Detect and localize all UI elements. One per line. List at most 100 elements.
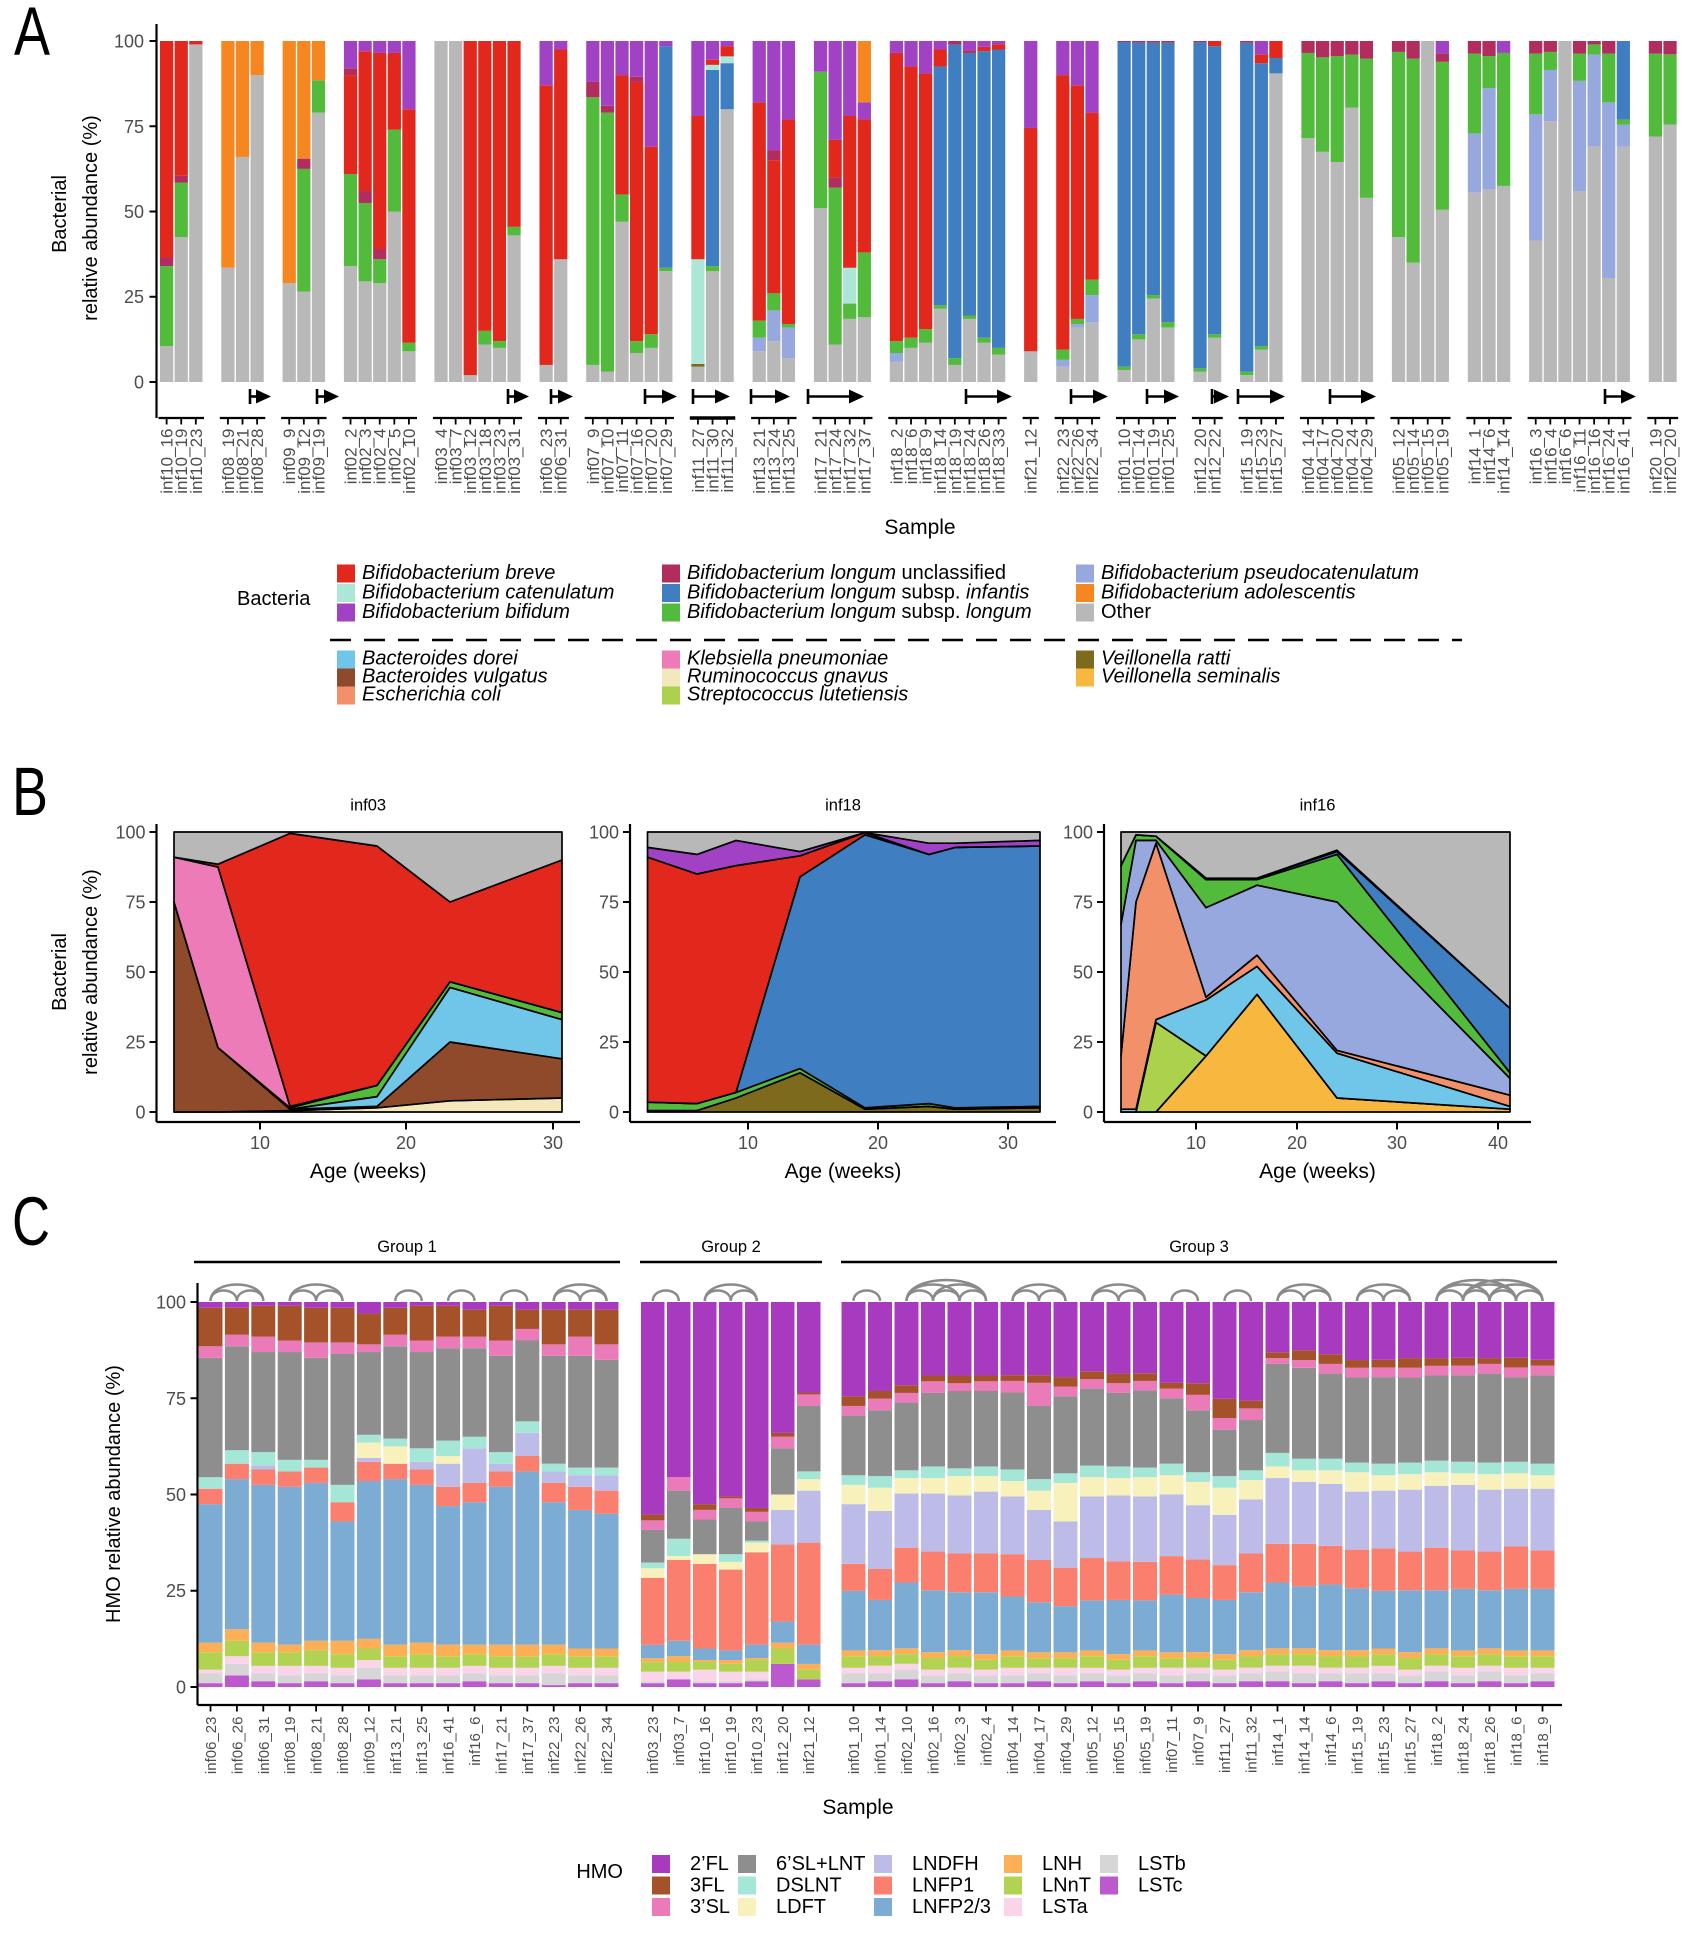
svg-text:Bifidobacterium longum subsp.: Bifidobacterium longum subsp. longum <box>687 601 1032 623</box>
svg-text:inf01_14: inf01_14 <box>873 1717 890 1775</box>
svg-text:inf20_19: inf20_19 <box>1646 429 1665 494</box>
svg-text:inf02_4: inf02_4 <box>371 429 390 485</box>
svg-text:inf04_14: inf04_14 <box>1005 1717 1022 1775</box>
svg-text:inf10_19: inf10_19 <box>723 1717 740 1775</box>
svg-text:LNH: LNH <box>1042 1853 1082 1875</box>
svg-text:inf13_25: inf13_25 <box>414 1717 431 1775</box>
svg-text:Escherichia coli: Escherichia coli <box>362 684 502 706</box>
svg-text:Group 1: Group 1 <box>377 1238 437 1256</box>
svg-text:inf17_37: inf17_37 <box>520 1717 537 1775</box>
svg-text:inf14_14: inf14_14 <box>1495 429 1514 494</box>
svg-text:inf02_4: inf02_4 <box>979 1717 996 1766</box>
svg-text:inf07_9: inf07_9 <box>584 429 603 485</box>
svg-text:inf22_23: inf22_23 <box>1054 429 1073 494</box>
svg-text:inf16_4: inf16_4 <box>1541 429 1560 485</box>
svg-text:Bifidobacterium pseudocatenula: Bifidobacterium pseudocatenulatum <box>1101 562 1419 584</box>
svg-text:Bacterial: Bacterial <box>49 933 71 1011</box>
svg-text:inf16: inf16 <box>1300 797 1336 815</box>
svg-text:inf18_2: inf18_2 <box>887 429 906 485</box>
svg-text:HMO: HMO <box>576 1861 623 1883</box>
svg-text:inf21_12: inf21_12 <box>1022 429 1041 494</box>
svg-text:inf03: inf03 <box>350 797 386 815</box>
svg-text:inf02_10: inf02_10 <box>899 1717 916 1775</box>
svg-text:inf02_3: inf02_3 <box>356 429 375 485</box>
svg-text:inf18_6: inf18_6 <box>902 429 921 485</box>
svg-text:inf20_20: inf20_20 <box>1661 429 1680 494</box>
svg-text:inf07_16: inf07_16 <box>628 429 647 494</box>
svg-text:Veillonella seminalis: Veillonella seminalis <box>1101 666 1280 688</box>
svg-text:inf09_12: inf09_12 <box>361 1717 378 1775</box>
svg-text:inf03_23: inf03_23 <box>645 1717 662 1775</box>
svg-text:Bifidobacterium bifidum: Bifidobacterium bifidum <box>362 601 570 623</box>
svg-text:inf08_28: inf08_28 <box>335 1717 352 1775</box>
svg-text:25: 25 <box>166 1581 186 1601</box>
svg-text:inf01_25: inf01_25 <box>1159 429 1178 494</box>
svg-text:Group 3: Group 3 <box>1169 1238 1229 1256</box>
svg-text:inf08_28: inf08_28 <box>248 429 267 494</box>
svg-text:inf05_14: inf05_14 <box>1404 429 1423 494</box>
svg-text:20: 20 <box>868 1133 888 1153</box>
svg-text:relative abundance (%): relative abundance (%) <box>80 115 102 321</box>
svg-text:Bacterial: Bacterial <box>49 175 71 253</box>
svg-text:inf05_12: inf05_12 <box>1085 1717 1102 1775</box>
svg-text:Streptococcus lutetiensis: Streptococcus lutetiensis <box>687 684 908 706</box>
svg-text:0: 0 <box>134 373 144 393</box>
svg-text:inf05_12: inf05_12 <box>1390 429 1409 494</box>
svg-text:inf18_9: inf18_9 <box>917 429 936 485</box>
svg-text:inf18_6: inf18_6 <box>1509 1717 1526 1766</box>
svg-text:inf13_21: inf13_21 <box>388 1717 405 1775</box>
svg-text:inf18_26: inf18_26 <box>975 429 994 494</box>
svg-text:inf18_26: inf18_26 <box>1482 1717 1499 1775</box>
svg-text:HMO relative abundance (%): HMO relative abundance (%) <box>103 1365 125 1623</box>
svg-text:50: 50 <box>125 963 145 983</box>
svg-text:inf14_1: inf14_1 <box>1270 1717 1287 1766</box>
svg-text:inf12_20: inf12_20 <box>775 1717 792 1775</box>
svg-text:inf11_30: inf11_30 <box>704 429 723 493</box>
svg-text:inf03_31: inf03_31 <box>505 429 524 494</box>
svg-text:Sample: Sample <box>822 1796 893 1819</box>
svg-text:inf09_19: inf09_19 <box>309 429 328 494</box>
svg-text:inf12_22: inf12_22 <box>1206 429 1225 494</box>
svg-text:inf10_16: inf10_16 <box>697 1717 714 1775</box>
svg-text:Age (weeks): Age (weeks) <box>310 1160 427 1183</box>
svg-text:inf11_32: inf11_32 <box>718 429 737 493</box>
svg-text:inf18: inf18 <box>825 797 861 815</box>
svg-text:25: 25 <box>1073 1033 1093 1053</box>
svg-text:50: 50 <box>166 1485 186 1505</box>
svg-text:LSTc: LSTc <box>1138 1875 1182 1897</box>
svg-text:inf07_29: inf07_29 <box>657 429 676 494</box>
svg-text:75: 75 <box>1073 893 1093 913</box>
svg-text:30: 30 <box>1387 1133 1407 1153</box>
svg-text:inf05_15: inf05_15 <box>1419 429 1438 494</box>
svg-text:inf01_14: inf01_14 <box>1130 429 1149 494</box>
svg-text:inf04_24: inf04_24 <box>1343 429 1362 494</box>
svg-text:B: B <box>12 753 48 830</box>
svg-text:6’SL+LNT: 6’SL+LNT <box>776 1853 866 1875</box>
svg-text:Bifidobacterium adolescentis: Bifidobacterium adolescentis <box>1101 582 1356 604</box>
svg-text:75: 75 <box>125 893 145 913</box>
svg-text:Veillonella ratti: Veillonella ratti <box>1101 648 1231 670</box>
svg-text:inf14_1: inf14_1 <box>1465 429 1484 485</box>
svg-text:Age (weeks): Age (weeks) <box>785 1160 902 1183</box>
svg-text:Other: Other <box>1101 601 1151 623</box>
svg-text:Bifidobacterium longum unclass: Bifidobacterium longum unclassified <box>687 562 1006 584</box>
svg-text:inf14_6: inf14_6 <box>1323 1717 1340 1766</box>
svg-text:25: 25 <box>124 287 144 307</box>
svg-text:inf15_23: inf15_23 <box>1252 429 1271 494</box>
svg-text:50: 50 <box>1073 963 1093 983</box>
svg-text:inf02_16: inf02_16 <box>926 1717 943 1775</box>
svg-text:inf18_24: inf18_24 <box>1456 1717 1473 1775</box>
svg-text:inf01_19: inf01_19 <box>1144 429 1163 494</box>
svg-text:10: 10 <box>1186 1133 1206 1153</box>
svg-text:inf15_23: inf15_23 <box>1376 1717 1393 1775</box>
svg-text:inf21_12: inf21_12 <box>801 1717 818 1775</box>
svg-text:inf07_10: inf07_10 <box>598 429 617 494</box>
svg-text:0: 0 <box>1083 1103 1093 1123</box>
svg-text:inf08_19: inf08_19 <box>219 429 238 494</box>
svg-text:inf18_33: inf18_33 <box>990 429 1009 494</box>
svg-text:LSTa: LSTa <box>1042 1896 1088 1918</box>
svg-text:Sample: Sample <box>884 516 955 539</box>
svg-text:inf18_19: inf18_19 <box>946 429 965 494</box>
svg-text:100: 100 <box>115 823 145 843</box>
svg-text:inf17_21: inf17_21 <box>812 429 831 494</box>
